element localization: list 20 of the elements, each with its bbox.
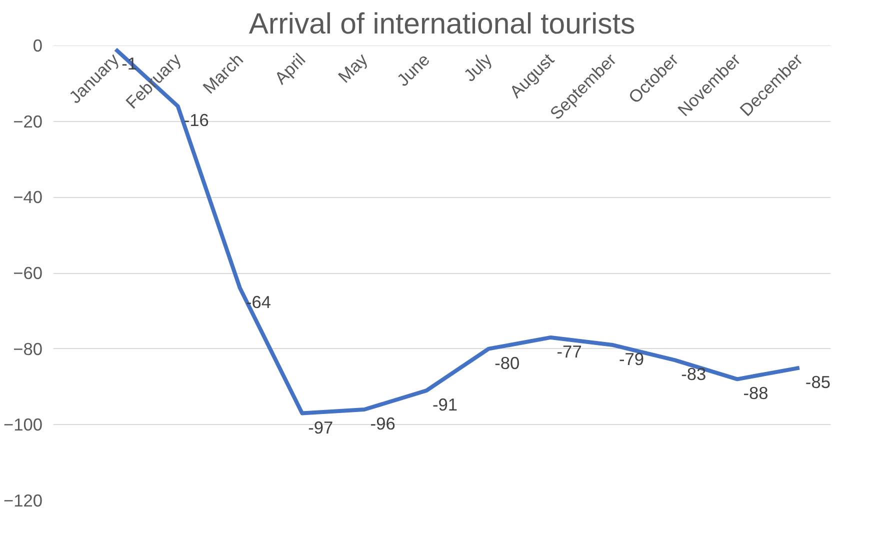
chart-title: Arrival of international tourists <box>248 8 636 40</box>
y-tick-label: −20 <box>13 111 43 132</box>
data-label: -85 <box>805 372 830 392</box>
y-tick-label: 0 <box>32 36 43 56</box>
data-label: -91 <box>432 394 458 415</box>
data-label: -96 <box>370 414 396 434</box>
data-label: -97 <box>308 417 334 438</box>
data-label: -16 <box>184 110 209 130</box>
data-label: -80 <box>494 352 520 373</box>
x-tick-label: May <box>334 49 372 87</box>
y-tick-label: −60 <box>13 263 43 283</box>
x-tick-label: July <box>460 49 496 86</box>
data-label: -88 <box>743 383 768 404</box>
y-tick-label: −40 <box>13 187 43 208</box>
data-label: -79 <box>618 349 644 370</box>
y-tick-label: −120 <box>3 490 42 510</box>
data-label: -77 <box>556 341 582 362</box>
y-tick-label: −80 <box>13 338 43 359</box>
data-label: -83 <box>681 364 706 384</box>
y-tick-label: −100 <box>3 414 42 435</box>
